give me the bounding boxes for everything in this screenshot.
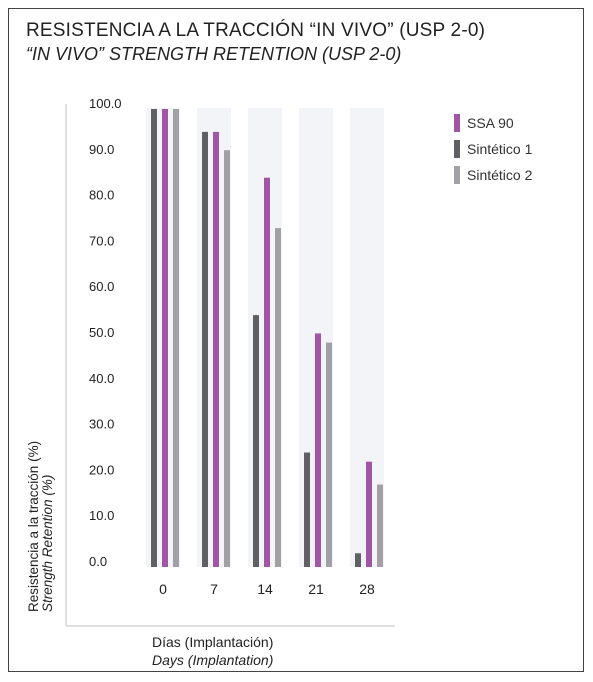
- x-tick-label: 0: [159, 581, 167, 597]
- x-tick-label: 14: [257, 581, 273, 597]
- y-tick-label: 30.0: [89, 417, 114, 432]
- legend-swatch: [454, 140, 460, 158]
- bar-sint-tico-2-day-0: [173, 109, 179, 567]
- chart-title: RESISTENCIA A LA TRACCIÓN “IN VIVO” (USP…: [26, 20, 486, 41]
- bars: [151, 109, 383, 567]
- bar-sint-tico-2-day-7: [224, 150, 230, 567]
- bar-sint-tico-1-day-7: [202, 131, 208, 567]
- x-axis-label-en: Days (Implantation): [152, 652, 274, 668]
- y-axis-label-en: Strength Retention (%): [40, 475, 55, 612]
- y-tick-label: 80.0: [89, 188, 114, 203]
- x-axis-label: Días (Implantación): [152, 634, 274, 650]
- bar-ssa-90-day-7: [213, 131, 219, 567]
- legend-swatch: [454, 166, 460, 184]
- y-tick-label: 10.0: [89, 508, 114, 523]
- x-tick-label: 21: [308, 581, 324, 597]
- bar-sint-tico-1-day-14: [253, 315, 259, 567]
- bar-sint-tico-1-day-0: [151, 109, 157, 567]
- legend-entry: Sintético 2: [467, 167, 533, 183]
- x-tick-labels: 0 7 14 21 28: [159, 581, 375, 597]
- legend-entry: SSA 90: [467, 115, 514, 131]
- y-tick-label: 90.0: [89, 142, 114, 157]
- y-axis-label-group: Resistencia a la tracción (%) Strength R…: [26, 441, 55, 612]
- bar-sint-tico-2-day-28: [377, 484, 383, 567]
- y-tick-labels: 100.0 90.0 80.0 70.0 60.0 50.0 40.0 30.0 20.0 10.…: [89, 96, 122, 569]
- x-tick-label: 7: [210, 581, 218, 597]
- axes: [65, 104, 395, 627]
- y-tick-label: 40.0: [89, 371, 114, 386]
- y-tick-label: 0.0: [89, 554, 107, 569]
- legend: SSA 90 Sintético 1 Sintético 2: [454, 114, 533, 184]
- y-tick-label: 100.0: [89, 96, 122, 111]
- y-tick-label: 50.0: [89, 325, 114, 340]
- bar-sint-tico-2-day-14: [275, 228, 281, 567]
- y-tick-label: 20.0: [89, 462, 114, 477]
- chart-subtitle: “IN VIVO” STRENGTH RETENTION (USP 2-0): [26, 44, 402, 64]
- bar-sint-tico-1-day-28: [355, 553, 361, 567]
- bar-ssa-90-day-21: [315, 333, 321, 567]
- bar-sint-tico-2-day-21: [326, 342, 332, 567]
- y-axis-label: Resistencia a la tracción (%): [26, 441, 41, 612]
- x-tick-label: 28: [359, 581, 375, 597]
- chart-frame: [8, 8, 584, 672]
- legend-entry: Sintético 1: [467, 141, 533, 157]
- bar-ssa-90-day-0: [162, 109, 168, 567]
- legend-swatch: [454, 114, 460, 132]
- bar-ssa-90-day-28: [366, 461, 372, 567]
- bar-sint-tico-1-day-21: [304, 452, 310, 567]
- y-tick-label: 70.0: [89, 233, 114, 248]
- bar-ssa-90-day-14: [264, 177, 270, 567]
- y-tick-label: 60.0: [89, 279, 114, 294]
